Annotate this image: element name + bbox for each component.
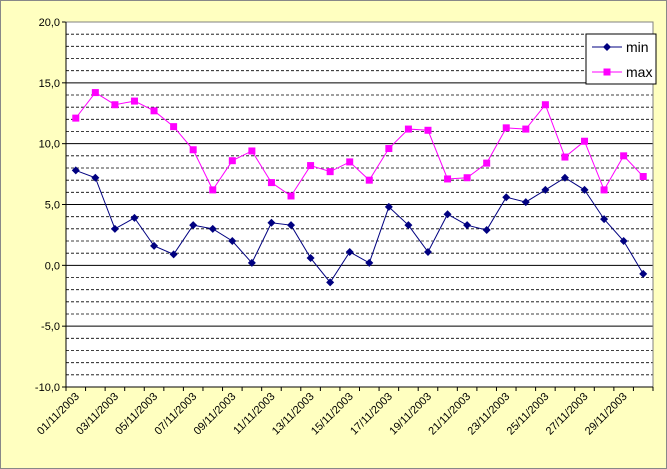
marker (228, 237, 237, 245)
marker (111, 101, 119, 109)
marker (287, 221, 296, 230)
marker (326, 278, 335, 287)
marker (384, 202, 393, 211)
marker (326, 168, 334, 176)
marker (130, 213, 139, 222)
marker (71, 166, 80, 175)
legend-label: min (626, 39, 649, 55)
marker (580, 185, 589, 194)
marker (443, 210, 452, 219)
marker (130, 97, 138, 105)
marker (385, 145, 393, 153)
marker (541, 185, 550, 194)
marker (287, 192, 295, 200)
marker (170, 123, 178, 131)
marker (110, 224, 119, 233)
y-tick-label: 15,0 (39, 78, 60, 90)
y-tick-label: 20,0 (39, 17, 60, 29)
marker (345, 247, 354, 256)
marker (404, 221, 413, 230)
marker (248, 147, 256, 155)
marker (521, 198, 530, 207)
marker (444, 175, 452, 183)
marker (502, 193, 511, 202)
marker (169, 250, 178, 259)
marker (541, 101, 549, 109)
marker (603, 68, 611, 76)
marker (346, 158, 354, 166)
y-tick-label: -5,0 (41, 321, 60, 333)
marker (522, 125, 530, 133)
marker (150, 107, 158, 115)
marker (91, 89, 99, 97)
series-line (75, 169, 644, 284)
marker (365, 258, 374, 267)
marker (189, 146, 197, 154)
marker (267, 179, 275, 187)
marker (365, 176, 373, 184)
marker (189, 221, 198, 230)
y-tick-label: 10,0 (39, 139, 60, 151)
marker (306, 254, 315, 263)
marker (482, 226, 491, 235)
legend (585, 33, 657, 85)
marker (639, 269, 648, 278)
marker (619, 237, 628, 245)
marker (560, 173, 569, 182)
y-tick-label: 5,0 (45, 200, 60, 212)
y-tick-label: 0,0 (45, 260, 60, 272)
marker (72, 114, 80, 122)
marker (620, 152, 628, 160)
legend-label: max (626, 64, 652, 80)
marker (600, 186, 608, 194)
marker (483, 159, 491, 167)
marker (600, 215, 609, 224)
marker (603, 43, 611, 51)
marker (463, 221, 472, 230)
marker (247, 258, 256, 267)
marker (424, 126, 432, 134)
marker (639, 173, 647, 181)
marker (91, 173, 100, 182)
marker (404, 125, 412, 133)
marker (150, 241, 159, 250)
marker (307, 162, 315, 170)
marker (228, 157, 236, 165)
marker (209, 186, 217, 194)
marker (561, 153, 569, 161)
marker (581, 137, 589, 145)
marker (208, 224, 217, 233)
marker (463, 174, 471, 182)
marker (423, 247, 432, 256)
y-tick-label: -10,0 (35, 382, 60, 394)
marker (502, 124, 510, 132)
marker (267, 218, 276, 227)
